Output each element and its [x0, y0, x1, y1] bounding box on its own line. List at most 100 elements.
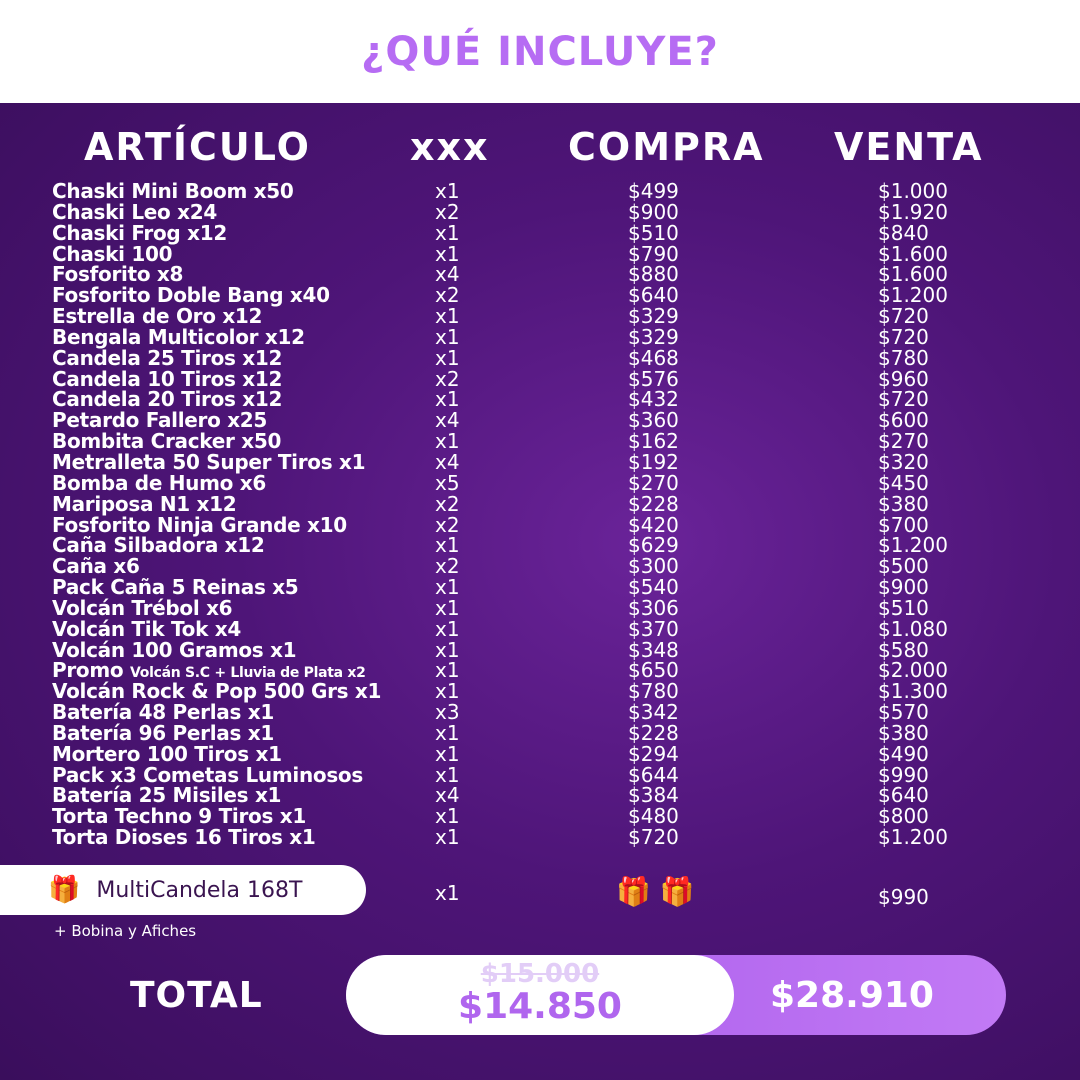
table-row: Bengala Multicolor x12 x1 $329 $720: [0, 327, 1080, 348]
item-qty: x1: [435, 345, 460, 370]
item-sell: $2.000: [878, 658, 948, 683]
header-buy: COMPRA: [568, 125, 765, 169]
item-name-text: Chaski 100: [52, 241, 173, 266]
item-qty: x1: [435, 720, 460, 745]
item-name: Candela 10 Tiros x12: [52, 369, 282, 389]
price-box: $15.000 $14.850: [346, 955, 734, 1035]
item-qty: x1: [435, 658, 460, 683]
item-qty: x1: [435, 179, 460, 203]
item-name-text: Volcán 100 Gramos x1: [52, 637, 297, 662]
item-sell: $720: [878, 387, 929, 412]
item-sell: $570: [878, 700, 929, 725]
item-name: Volcán 100 Gramos x1: [52, 637, 297, 662]
table-row: Volcán Trébol x6 x1 $306 $510: [0, 598, 1080, 619]
item-name: Estrella de Oro x12: [52, 306, 262, 326]
item-sell: $1.080: [878, 616, 948, 641]
item-buy: $432: [628, 387, 679, 412]
item-sell: $640: [878, 783, 929, 808]
price: $14.850: [458, 986, 622, 1027]
gift-icons: 🎁 🎁: [616, 875, 695, 908]
table-row: Mariposa N1 x12 x2 $228 $380: [0, 494, 1080, 515]
item-name-text: Bombita Cracker x50: [52, 429, 282, 454]
item-qty: x3: [435, 700, 460, 725]
total-pill: $15.000 $14.850 $28.910: [346, 955, 1006, 1035]
bonus-item: 🎁 MultiCandela 168T: [0, 865, 366, 915]
gift-icon: 🎁: [48, 875, 81, 905]
table-row: Mortero 100 Tiros x1 x1 $294 $490: [0, 744, 1080, 765]
table-row: Bomba de Humo x6 x5 $270 $450: [0, 473, 1080, 494]
item-buy: $370: [628, 616, 679, 641]
item-name: Candela 25 Tiros x12: [52, 348, 282, 368]
item-name: Torta Dioses 16 Tiros x1: [52, 827, 316, 847]
item-sell: $1.920: [878, 199, 948, 224]
item-name-text: Candela 20 Tiros x12: [52, 387, 283, 412]
item-qty: x1: [435, 637, 460, 662]
item-buy: $192: [628, 449, 679, 474]
item-name: Volcán Tik Tok x4: [52, 619, 241, 639]
item-name-text: Fosforito Ninja Grande x10: [52, 512, 347, 537]
item-sell: $380: [878, 491, 929, 516]
table-row: Estrella de Oro x12 x1 $329 $720: [0, 306, 1080, 327]
table-row: Metralleta 50 Super Tiros x1 x4 $192 $320: [0, 452, 1080, 473]
table-row: Batería 48 Perlas x1 x3 $342 $570: [0, 702, 1080, 723]
gift-icon: 🎁: [616, 875, 651, 908]
item-name: Metralleta 50 Super Tiros x1: [52, 452, 366, 472]
item-sell: $600: [878, 408, 929, 433]
item-sell: $960: [878, 366, 929, 391]
table-row: Candela 25 Tiros x12 x1 $468 $780: [0, 348, 1080, 369]
item-qty: x1: [435, 616, 460, 641]
table-row: Promo Volcán S.C + Lluvia de Plata x2 x1 $…: [0, 660, 1080, 681]
item-sell: $1.300: [878, 679, 948, 704]
header: ¿QUÉ INCLUYE?: [0, 0, 1080, 103]
item-buy: $342: [628, 700, 679, 725]
item-qty: x2: [435, 491, 460, 516]
bonus-qty: x1: [435, 881, 460, 905]
item-sell: $720: [878, 304, 929, 329]
table-row: Torta Techno 9 Tiros x1 x1 $480 $800: [0, 806, 1080, 827]
item-qty: x2: [435, 554, 460, 579]
item-sell: $990: [878, 762, 929, 787]
item-name-text: Torta Dioses 16 Tiros x1: [52, 825, 316, 850]
item-qty: x4: [435, 783, 460, 808]
item-buy: $384: [628, 783, 679, 808]
item-name: Pack x3 Cometas Luminosos: [52, 765, 363, 785]
item-name-text: Caña x6: [52, 554, 140, 579]
item-qty: x1: [435, 387, 460, 412]
item-buy: $576: [628, 366, 679, 391]
item-name-text: Chaski Leo x24: [52, 199, 217, 224]
item-name-text: Mortero 100 Tiros x1: [52, 741, 282, 766]
item-buy: $228: [628, 491, 679, 516]
item-name-text: Caña Silbadora x12: [52, 533, 265, 558]
item-buy: $790: [628, 241, 679, 266]
table-row: Chaski Leo x24 x2 $900 $1.920: [0, 202, 1080, 223]
bonus-extra: + Bobina y Afiches: [54, 922, 197, 940]
item-sell: $510: [878, 595, 929, 620]
table-row: Candela 20 Tiros x12 x1 $432 $720: [0, 389, 1080, 410]
item-buy: $480: [628, 804, 679, 829]
item-name-text: Estrella de Oro x12: [52, 304, 263, 329]
item-name-text: Candela 10 Tiros x12: [52, 366, 283, 391]
item-qty: x4: [435, 262, 460, 287]
item-buy: $348: [628, 637, 679, 662]
table-row: Fosforito Ninja Grande x10 x2 $420 $700: [0, 515, 1080, 536]
item-qty: x1: [435, 220, 460, 245]
item-qty: x1: [435, 679, 460, 704]
item-qty: x1: [435, 429, 460, 454]
item-name-text: Chaski Frog x12: [52, 220, 227, 245]
table-row: Chaski Mini Boom x50 x1 $499 $1.000: [0, 181, 1080, 202]
table-row: Fosforito Doble Bang x40 x2 $640 $1.200: [0, 285, 1080, 306]
table-row: Batería 96 Perlas x1 x1 $228 $380: [0, 723, 1080, 744]
item-qty: x1: [435, 741, 460, 766]
item-buy: $780: [628, 679, 679, 704]
item-buy: $329: [628, 304, 679, 329]
item-qty: x4: [435, 449, 460, 474]
item-name: Torta Techno 9 Tiros x1: [52, 806, 306, 826]
item-buy: $270: [628, 470, 679, 495]
item-qty: x1: [435, 304, 460, 329]
item-name: Volcán Trébol x6: [52, 598, 233, 618]
item-qty: x1: [435, 324, 460, 349]
item-name-text: Bomba de Humo x6: [52, 470, 266, 495]
item-buy: $510: [628, 220, 679, 245]
item-name-text: Chaski Mini Boom x50: [52, 179, 294, 203]
item-buy: $720: [628, 825, 679, 850]
